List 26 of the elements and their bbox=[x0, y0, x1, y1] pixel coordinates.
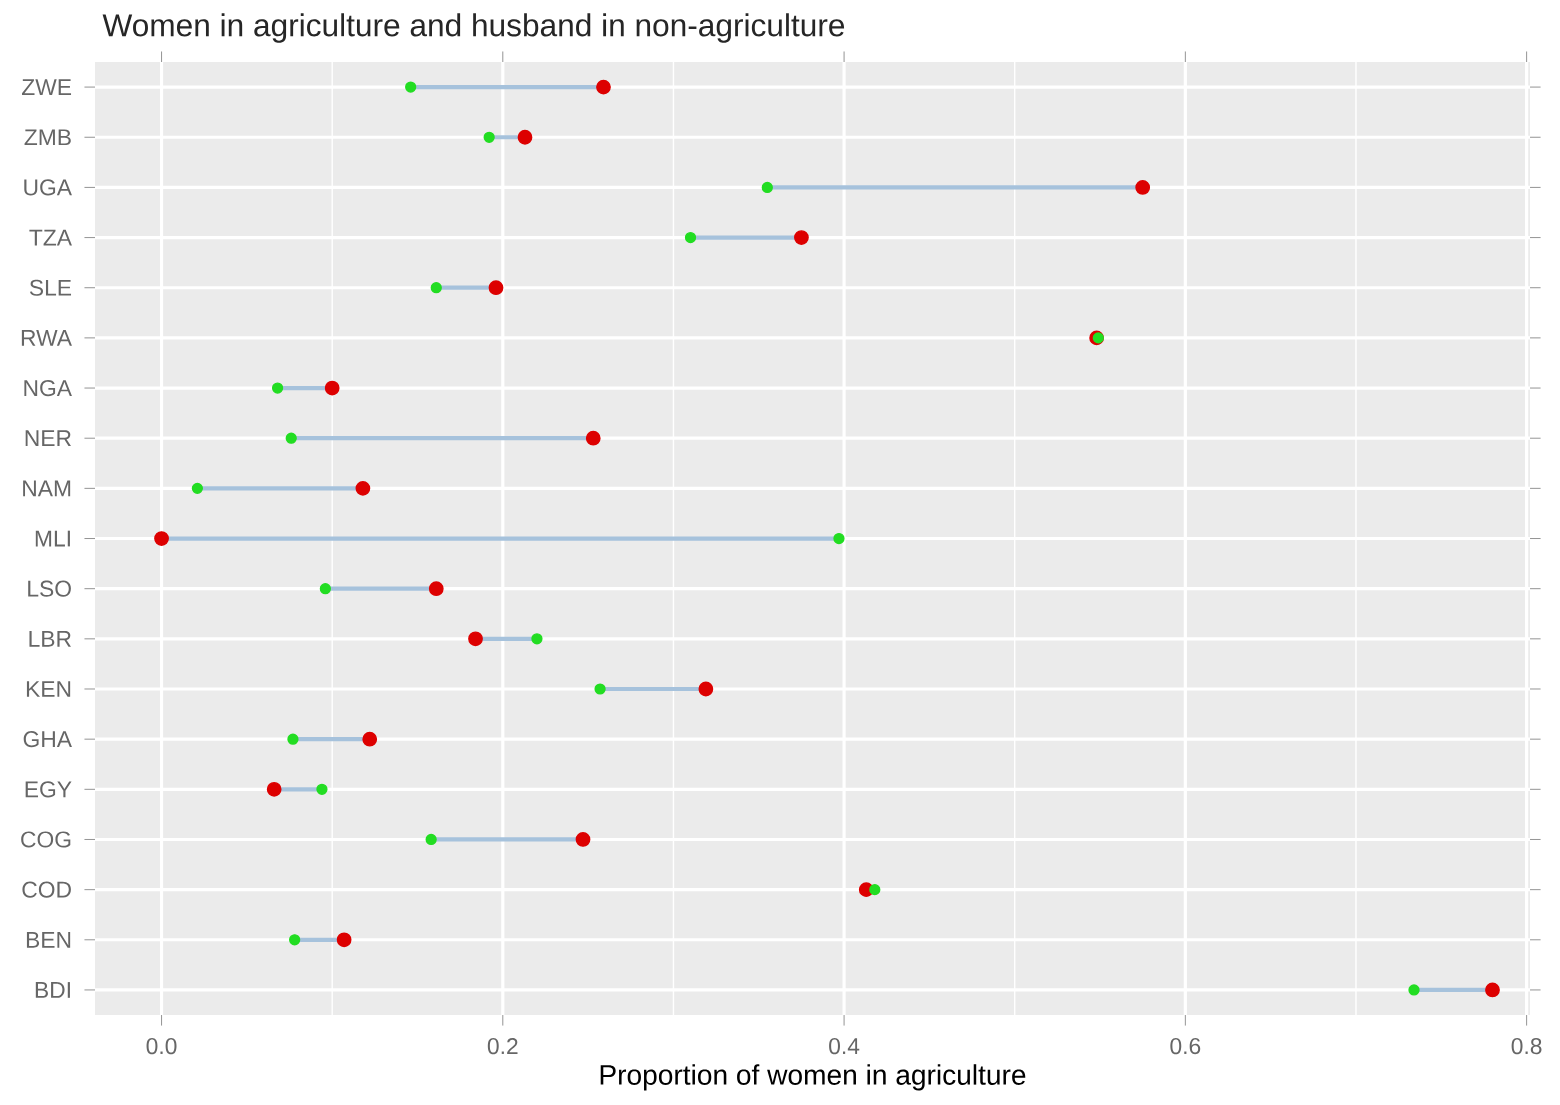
y-tick-label: ZWE bbox=[22, 79, 72, 95]
y-tick-label: BDI bbox=[35, 982, 70, 998]
y-tick-label: TZA bbox=[29, 229, 72, 246]
y-tick-label: GHA bbox=[23, 731, 72, 748]
x-tick-label: 0.4 bbox=[829, 1038, 860, 1055]
x-tick-label: 0.6 bbox=[1170, 1038, 1201, 1055]
x-tick-label: 0.2 bbox=[487, 1038, 518, 1055]
y-tick-label: NER bbox=[25, 430, 71, 447]
x-tick-label: 0.0 bbox=[146, 1038, 177, 1055]
y-tick-label: RWA bbox=[21, 330, 72, 346]
y-tick-label: NGA bbox=[24, 379, 72, 397]
y-tick-label: LBR bbox=[29, 630, 71, 647]
y-tick-label: MLI bbox=[35, 530, 70, 547]
y-tick-label: LSO bbox=[28, 580, 71, 597]
y-tick-label: BEN bbox=[26, 931, 71, 948]
y-tick-label: NAM bbox=[23, 480, 71, 497]
y-tick-label: SLE bbox=[29, 279, 72, 296]
x-axis-title: Proportion of women in agriculture bbox=[600, 1064, 1026, 1091]
y-tick-label: EGY bbox=[25, 781, 72, 798]
chart-title: Women in agriculture and husband in non-agriculture bbox=[102, 13, 845, 43]
y-tick-label: UGA bbox=[24, 179, 72, 196]
x-tick-label: 0.8 bbox=[1511, 1038, 1542, 1055]
y-tick-label: COG bbox=[21, 831, 71, 848]
y-tick-label: ZMB bbox=[24, 129, 71, 146]
y-tick-label: KEN bbox=[26, 681, 71, 697]
y-tick-label: COD bbox=[22, 881, 71, 898]
